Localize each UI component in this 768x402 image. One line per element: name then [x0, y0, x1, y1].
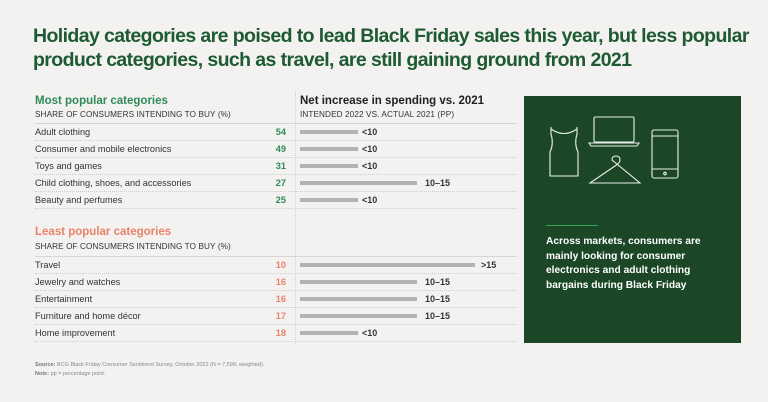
category-label: Entertainment	[35, 294, 93, 304]
insight-panel: Across markets, consumers are mainly loo…	[524, 96, 741, 343]
share-value: 25	[275, 195, 286, 205]
source-note: Source: BCG Black Friday Consumer Sentim…	[35, 362, 264, 368]
panel-rule	[546, 225, 598, 226]
share-value: 17	[275, 311, 286, 321]
increase-label: 10–15	[425, 277, 451, 287]
category-label: Home improvement	[35, 328, 116, 338]
share-value: 18	[275, 328, 286, 338]
least-popular-title: Least popular categories	[35, 226, 172, 238]
dress-icon	[549, 127, 579, 177]
most-popular-title: Most popular categories	[35, 95, 168, 107]
chart-title: Holiday categories are poised to lead Bl…	[33, 25, 749, 71]
table-row: Home improvement 18 <10	[35, 325, 517, 342]
category-label: Consumer and mobile electronics	[35, 144, 172, 154]
share-value: 49	[275, 144, 286, 154]
category-label: Child clothing, shoes, and accessories	[35, 178, 192, 188]
category-label: Jewelry and watches	[35, 277, 121, 287]
increase-label: 10–15	[425, 311, 451, 321]
note-text: pp = percentage point.	[49, 371, 106, 377]
table-row: Toys and games 31 <10	[35, 158, 517, 175]
increase-bar	[300, 164, 358, 168]
increase-bar	[300, 198, 358, 202]
increase-label: >15	[481, 260, 497, 270]
source-label: Source:	[35, 362, 56, 368]
source-text: BCG Black Friday Consumer Sentiment Surv…	[55, 362, 265, 368]
column-divider	[295, 92, 296, 344]
least-divider	[35, 256, 517, 257]
header-divider	[35, 123, 517, 124]
increase-label: <10	[362, 161, 378, 171]
panel-text: Across markets, consumers are mainly loo…	[546, 236, 701, 291]
laptop-icon	[587, 116, 641, 147]
hanger-icon	[588, 155, 642, 184]
table-row: Furniture and home décor 17 10–15	[35, 308, 517, 325]
note-label: Note:	[35, 371, 50, 377]
increase-label: <10	[362, 328, 378, 338]
increase-bar	[300, 297, 417, 301]
right-subheader: INTENDED 2022 VS. ACTUAL 2021 (PP)	[300, 110, 455, 119]
right-header: Net increase in spending vs. 2021	[300, 95, 485, 107]
footnote: Note: pp = percentage point.	[35, 371, 105, 377]
smartphone-icon	[651, 129, 679, 179]
table-row: Consumer and mobile electronics 49 <10	[35, 141, 517, 158]
table-row: Entertainment 16 10–15	[35, 291, 517, 308]
table-row: Adult clothing 54 <10	[35, 124, 517, 141]
table-row: Jewelry and watches 16 10–15	[35, 274, 517, 291]
share-value: 10	[275, 260, 286, 270]
increase-bar	[300, 130, 358, 134]
increase-bar	[300, 331, 358, 335]
most-popular-subtitle: SHARE OF CONSUMERS INTENDING TO BUY (%)	[35, 110, 231, 119]
category-label: Furniture and home décor	[35, 311, 141, 321]
increase-label: <10	[362, 144, 378, 154]
category-label: Travel	[35, 260, 61, 270]
share-value: 27	[275, 178, 286, 188]
share-value: 16	[275, 294, 286, 304]
table-row: Beauty and perfumes 25 <10	[35, 192, 517, 209]
category-label: Toys and games	[35, 161, 102, 171]
increase-label: 10–15	[425, 294, 451, 304]
increase-label: 10–15	[425, 178, 451, 188]
increase-bar	[300, 263, 475, 267]
category-label: Beauty and perfumes	[35, 195, 123, 205]
increase-label: <10	[362, 127, 378, 137]
least-popular-subtitle: SHARE OF CONSUMERS INTENDING TO BUY (%)	[35, 242, 231, 251]
increase-bar	[300, 147, 358, 151]
increase-bar	[300, 280, 417, 284]
category-label: Adult clothing	[35, 127, 91, 137]
table-row: Child clothing, shoes, and accessories 27…	[35, 175, 517, 192]
share-value: 54	[275, 127, 286, 137]
increase-label: <10	[362, 195, 378, 205]
share-value: 31	[275, 161, 286, 171]
increase-bar	[300, 181, 417, 185]
table-row: Travel 10 >15	[35, 257, 517, 274]
increase-bar	[300, 314, 417, 318]
share-value: 16	[275, 277, 286, 287]
